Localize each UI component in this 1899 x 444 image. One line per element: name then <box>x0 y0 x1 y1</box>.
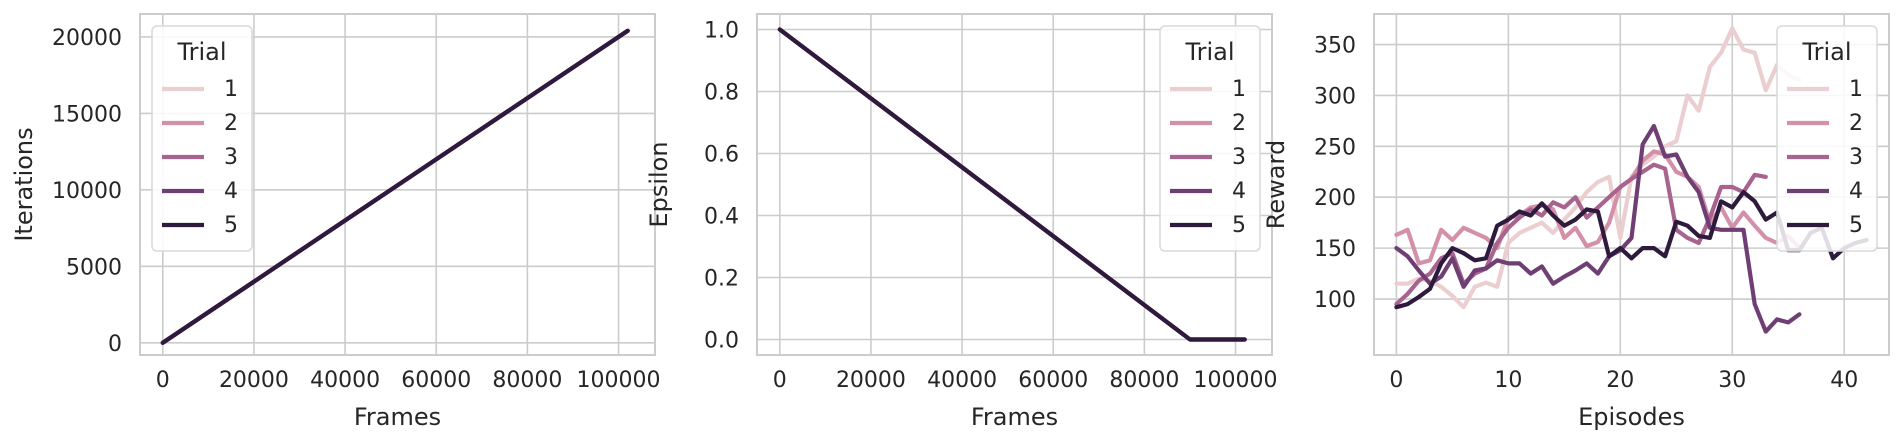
legend: Trial 1 2 3 4 5 <box>1776 25 1878 252</box>
series-line-trial-5 <box>777 27 1247 342</box>
y-tick-label: 1.0 <box>704 19 739 44</box>
legend-entry-trial-5: 5 <box>224 213 238 238</box>
axes-frame <box>756 13 1273 356</box>
axes-frame <box>139 13 656 356</box>
x-tick-label: 20 <box>1606 368 1634 393</box>
legend-entry-trial-4: 4 <box>1849 179 1863 204</box>
legend-box <box>1159 25 1261 252</box>
y-tick-label: 0.2 <box>704 267 739 292</box>
x-tick-label: 0 <box>773 368 787 393</box>
x-tick-label: 60000 <box>401 368 471 393</box>
x-tick-label: 20000 <box>836 368 906 393</box>
x-axis-label: Frames <box>354 403 441 431</box>
series-line-trial-4 <box>1394 123 1802 334</box>
legend-entry-trial-1: 1 <box>1849 77 1863 102</box>
x-tick-label: 40 <box>1830 368 1858 393</box>
legend-entry-trial-5: 5 <box>1849 213 1863 238</box>
subplot-3: 0 10 20 30 40 100 150 200 250 300 350 Episodes Rewar… <box>1262 13 1890 431</box>
subplot-2: 0 20000 40000 60000 80000 100000 0.0 0.2 0.4 0.6 0… <box>645 13 1278 431</box>
y-tick-label: 300 <box>1314 84 1356 109</box>
y-tick-label: 15000 <box>52 102 122 127</box>
legend: Trial 1 2 3 4 5 <box>1159 25 1261 252</box>
legend-title: Trial <box>176 38 226 66</box>
x-tick-label: 0 <box>156 368 170 393</box>
legend-entry-trial-2: 2 <box>1232 111 1246 136</box>
y-axis-label: Reward <box>1262 140 1290 229</box>
y-tick-label: 0 <box>108 332 122 357</box>
y-tick-label: 350 <box>1314 34 1356 59</box>
y-tick-label: 0.8 <box>704 81 739 106</box>
legend-title: Trial <box>1801 38 1851 66</box>
legend-entry-trial-5: 5 <box>1232 213 1246 238</box>
x-tick-label: 100000 <box>1194 368 1278 393</box>
legend-entry-trial-2: 2 <box>224 111 238 136</box>
x-tick-label: 40000 <box>310 368 380 393</box>
legend-box <box>151 25 253 252</box>
legend-title: Trial <box>1184 38 1234 66</box>
x-tick-label: 40000 <box>927 368 997 393</box>
y-tick-label: 5000 <box>66 255 122 280</box>
x-tick-label: 100000 <box>577 368 661 393</box>
x-tick-label: 80000 <box>492 368 562 393</box>
legend-entry-trial-4: 4 <box>1232 179 1246 204</box>
legend-entry-trial-4: 4 <box>224 179 238 204</box>
y-tick-label: 20000 <box>52 26 122 51</box>
x-tick-label: 30 <box>1718 368 1746 393</box>
x-tick-label: 20000 <box>219 368 289 393</box>
legend-entry-trial-1: 1 <box>1232 77 1246 102</box>
y-tick-label: 0.6 <box>704 143 739 168</box>
legend: Trial 1 2 3 4 5 <box>151 25 253 252</box>
series-line-trial-5 <box>160 28 630 345</box>
legend-entry-trial-3: 3 <box>1849 145 1863 170</box>
y-axis-label: Iterations <box>10 127 38 241</box>
x-axis-label: Frames <box>971 403 1058 431</box>
x-tick-label: 60000 <box>1018 368 1088 393</box>
series-line-trial-1 <box>1394 26 1802 310</box>
y-tick-label: 10000 <box>52 179 122 204</box>
legend-entry-trial-1: 1 <box>224 77 238 102</box>
x-tick-label: 80000 <box>1109 368 1179 393</box>
x-tick-label: 0 <box>1389 368 1403 393</box>
x-tick-label: 10 <box>1494 368 1522 393</box>
y-tick-label: 200 <box>1314 186 1356 211</box>
legend-entry-trial-2: 2 <box>1849 111 1863 136</box>
legend-box <box>1776 25 1878 252</box>
axes-frame <box>1373 13 1890 356</box>
y-axis-label: Epsilon <box>645 141 673 227</box>
y-tick-label: 250 <box>1314 135 1356 160</box>
y-tick-label: 100 <box>1314 288 1356 313</box>
y-tick-label: 0.0 <box>704 329 739 354</box>
x-axis-label: Episodes <box>1578 403 1685 431</box>
y-tick-label: 0.4 <box>704 205 739 230</box>
legend-entry-trial-3: 3 <box>1232 145 1246 170</box>
subplot-1: 0 20000 40000 60000 80000 100000 0 5000 10000 150… <box>10 13 661 431</box>
y-tick-label: 150 <box>1314 237 1356 262</box>
legend-entry-trial-3: 3 <box>224 145 238 170</box>
